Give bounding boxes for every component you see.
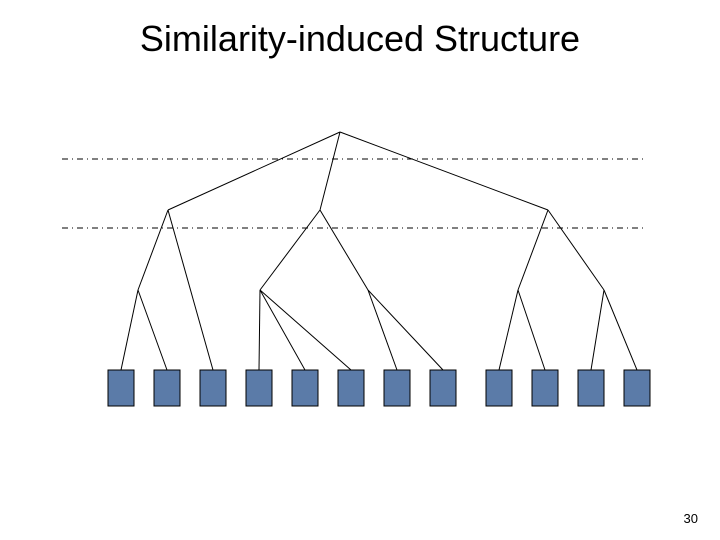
leaf-0 <box>108 370 134 406</box>
edge-root-0 <box>168 132 340 210</box>
leaf-11 <box>624 370 650 406</box>
leaf-5 <box>338 370 364 406</box>
edge-l1-1-leaf-5 <box>260 290 351 370</box>
edge-l1-1-leaf-3 <box>259 290 260 370</box>
edge-l1-2-leaf-6 <box>368 290 397 370</box>
edge-l1-4-leaf-10 <box>591 290 604 370</box>
leaf-3 <box>246 370 272 406</box>
leaf-7 <box>430 370 456 406</box>
leaf-8 <box>486 370 512 406</box>
leaf-4 <box>292 370 318 406</box>
edge-l2-2-l1-4 <box>548 210 604 290</box>
edge-root-2 <box>340 132 548 210</box>
edge-l1-3-leaf-8 <box>499 290 518 370</box>
edge-root-1 <box>320 132 340 210</box>
leaf-6 <box>384 370 410 406</box>
edge-l2-0-leaf-2 <box>168 210 213 370</box>
edge-l1-0-leaf-1 <box>138 290 167 370</box>
edge-l1-0-leaf-0 <box>121 290 138 370</box>
edge-l1-2-leaf-7 <box>368 290 443 370</box>
edge-l2-2-l1-3 <box>518 210 548 290</box>
leaf-1 <box>154 370 180 406</box>
leaf-10 <box>578 370 604 406</box>
tree-diagram <box>0 0 720 540</box>
edge-l2-1-l1-2 <box>320 210 368 290</box>
leaf-2 <box>200 370 226 406</box>
leaf-9 <box>532 370 558 406</box>
edge-l1-1-leaf-4 <box>260 290 305 370</box>
edge-l1-3-leaf-9 <box>518 290 545 370</box>
edge-l1-4-leaf-11 <box>604 290 637 370</box>
edge-l2-1-l1-1 <box>260 210 320 290</box>
edge-l2-0-l1-0 <box>138 210 168 290</box>
